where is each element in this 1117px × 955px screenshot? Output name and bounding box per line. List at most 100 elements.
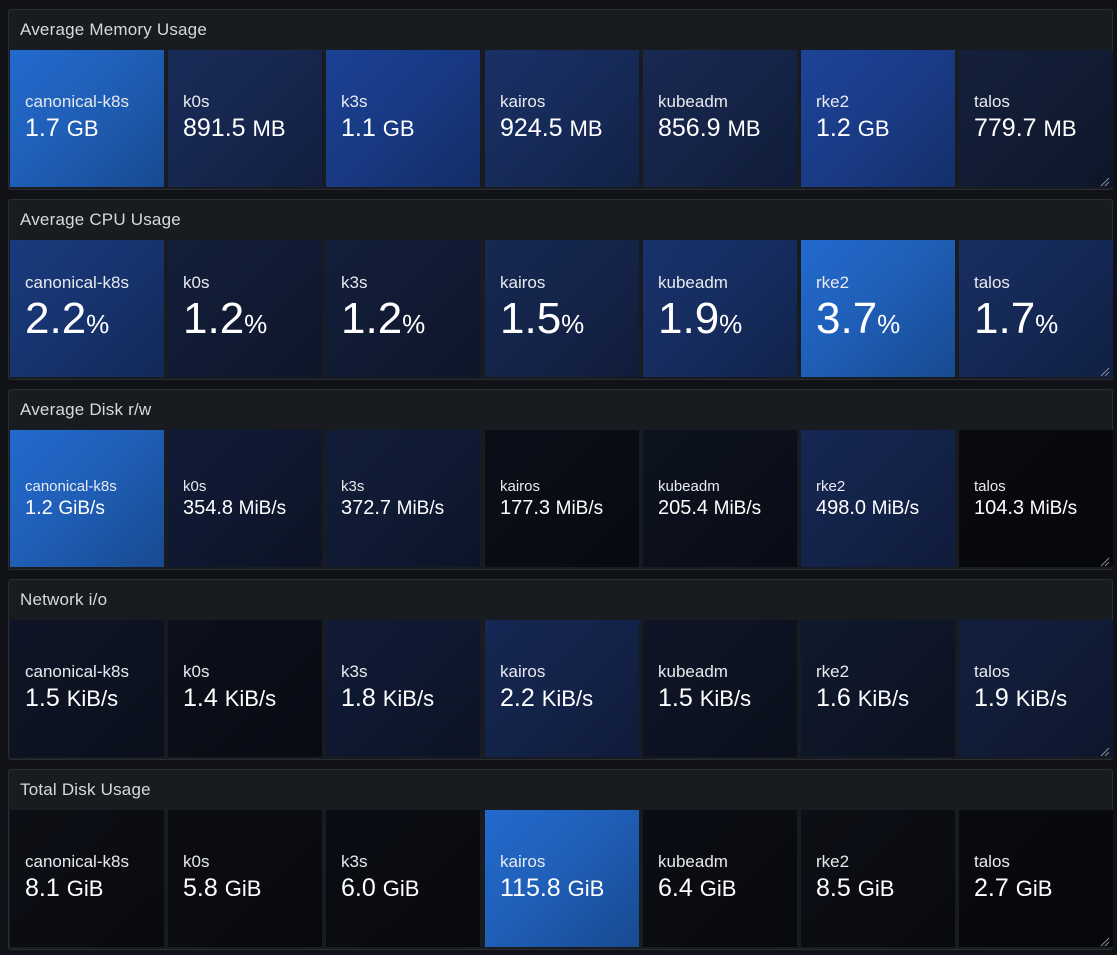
stat-tile-name: k0s bbox=[183, 273, 210, 292]
stat-tile-talos[interactable]: talos 1.9 KiB/s bbox=[959, 620, 1113, 757]
stat-tile-canonical-k8s[interactable]: canonical-k8s 1.2 GiB/s bbox=[10, 430, 164, 567]
stat-tile-k3s[interactable]: k3s 1.8 KiB/s bbox=[326, 620, 480, 757]
stat-tile-kairos[interactable]: kairos 115.8 GiB bbox=[485, 810, 639, 947]
stat-value-unit: MB bbox=[727, 116, 761, 141]
stat-tile-value: 205.4 MiB/s bbox=[658, 497, 761, 520]
stat-tile-canonical-k8s[interactable]: canonical-k8s 1.5 KiB/s bbox=[10, 620, 164, 757]
stat-tile-k3s[interactable]: k3s 1.1 GB bbox=[326, 50, 480, 187]
stat-tile-rke2[interactable]: rke2 8.5 GiB bbox=[801, 810, 955, 947]
panel-total-disk-usage[interactable]: Total Disk Usage canonical-k8s 8.1 GiB k0s 5… bbox=[8, 769, 1113, 950]
stat-tile-value: 354.8 MiB/s bbox=[183, 497, 286, 520]
stat-tile-name: talos bbox=[974, 478, 1006, 495]
stat-value-separator bbox=[693, 874, 700, 902]
stat-tile-name: rke2 bbox=[816, 478, 846, 495]
stat-tile-k0s[interactable]: k0s 5.8 GiB bbox=[168, 810, 322, 947]
stat-value-number: 205.4 bbox=[658, 497, 709, 519]
resize-handle-icon[interactable] bbox=[1100, 367, 1110, 377]
stat-value-number: 104.3 bbox=[974, 497, 1025, 519]
stat-value-separator bbox=[376, 684, 383, 712]
stat-tile-k0s[interactable]: k0s 1.4 KiB/s bbox=[168, 620, 322, 757]
stat-tile-value: 1.1 GB bbox=[341, 114, 415, 143]
stat-tile-k0s[interactable]: k0s 1.2% bbox=[168, 240, 322, 377]
stat-tile-kairos[interactable]: kairos 924.5 MB bbox=[485, 50, 639, 187]
stat-tile-kubeadm[interactable]: kubeadm 205.4 MiB/s bbox=[643, 430, 797, 567]
stat-tile-kubeadm[interactable]: kubeadm 856.9 MB bbox=[643, 50, 797, 187]
stat-tile-name: kairos bbox=[500, 662, 546, 681]
stat-tile-value: 1.7 GB bbox=[25, 114, 99, 143]
stat-tile-rke2[interactable]: rke2 3.7% bbox=[801, 240, 955, 377]
stat-value-number: 1.5 bbox=[500, 294, 562, 343]
stat-tile-kairos[interactable]: kairos 177.3 MiB/s bbox=[485, 430, 639, 567]
stat-tile-name: k3s bbox=[341, 662, 368, 681]
stat-value-separator bbox=[376, 114, 383, 142]
stat-tile-kairos[interactable]: kairos 2.2 KiB/s bbox=[485, 620, 639, 757]
stat-value-number: 1.4 bbox=[183, 684, 218, 712]
stat-tile-k3s[interactable]: k3s 372.7 MiB/s bbox=[326, 430, 480, 567]
panel-title[interactable]: Network i/o bbox=[20, 590, 108, 609]
stat-tile-kubeadm[interactable]: kubeadm 6.4 GiB bbox=[643, 810, 797, 947]
resize-handle-icon[interactable] bbox=[1100, 557, 1110, 567]
stat-value-number: 1.8 bbox=[341, 684, 376, 712]
stat-value-number: 2.7 bbox=[974, 874, 1009, 902]
stat-tile-rke2[interactable]: rke2 1.2 GB bbox=[801, 50, 955, 187]
stat-tile-value: 115.8 GiB bbox=[500, 874, 604, 903]
stat-tile-talos[interactable]: talos 104.3 MiB/s bbox=[959, 430, 1113, 567]
stat-tile-rke2[interactable]: rke2 498.0 MiB/s bbox=[801, 430, 955, 567]
stat-value-number: 498.0 bbox=[816, 497, 867, 519]
stat-tile-value: 8.1 GiB bbox=[25, 874, 103, 903]
stat-value-separator bbox=[1037, 114, 1044, 142]
stat-tile-canonical-k8s[interactable]: canonical-k8s 2.2% bbox=[10, 240, 164, 377]
stat-value-number: 1.2 bbox=[183, 294, 245, 343]
stat-tile-name: kairos bbox=[500, 92, 546, 111]
panel-network-i-o[interactable]: Network i/o canonical-k8s 1.5 KiB/s k0s 1.4 … bbox=[8, 579, 1113, 760]
stat-value-unit: MiB/s bbox=[713, 498, 762, 519]
stat-tile-rke2[interactable]: rke2 1.6 KiB/s bbox=[801, 620, 955, 757]
stat-tile-kubeadm[interactable]: kubeadm 1.9% bbox=[643, 240, 797, 377]
stat-tile-name: kairos bbox=[500, 478, 541, 495]
stat-value-unit: MiB/s bbox=[1029, 498, 1078, 519]
stat-value-unit: GiB bbox=[567, 876, 605, 901]
stat-value-unit: MiB/s bbox=[555, 498, 604, 519]
stat-tile-kairos[interactable]: kairos 1.5% bbox=[485, 240, 639, 377]
stat-value-number: 1.9 bbox=[974, 684, 1009, 712]
stat-tiles: canonical-k8s 1.5 KiB/s k0s 1.4 KiB/s k3s 1.8… bbox=[10, 620, 1113, 757]
stat-tile-talos[interactable]: talos 1.7% bbox=[959, 240, 1113, 377]
resize-handle-icon[interactable] bbox=[1100, 937, 1110, 947]
stat-value-number: 1.5 bbox=[658, 684, 693, 712]
panel-average-disk-r-w[interactable]: Average Disk r/w canonical-k8s 1.2 GiB/s k0… bbox=[8, 389, 1113, 570]
stat-tile-value: 1.8 KiB/s bbox=[341, 684, 434, 713]
stat-tiles: canonical-k8s 1.2 GiB/s k0s 354.8 MiB/s k3s 3… bbox=[10, 430, 1113, 567]
stat-value-unit: % bbox=[86, 309, 110, 339]
stat-value-number: 1.2 bbox=[816, 114, 851, 142]
stat-value-number: 1.7 bbox=[25, 114, 60, 142]
stat-tile-talos[interactable]: talos 779.7 MB bbox=[959, 50, 1113, 187]
stat-tile-value: 1.5 KiB/s bbox=[658, 684, 751, 713]
stat-value-number: 891.5 bbox=[183, 114, 246, 142]
stat-value-separator bbox=[60, 874, 67, 902]
stat-tile-k3s[interactable]: k3s 1.2% bbox=[326, 240, 480, 377]
panel-title[interactable]: Average Disk r/w bbox=[20, 400, 152, 419]
stat-value-separator bbox=[851, 874, 858, 902]
stat-tile-k0s[interactable]: k0s 354.8 MiB/s bbox=[168, 430, 322, 567]
stat-value-unit: GiB bbox=[857, 876, 895, 901]
stat-value-separator bbox=[693, 684, 700, 712]
stat-tile-talos[interactable]: talos 2.7 GiB bbox=[959, 810, 1113, 947]
stat-tile-k3s[interactable]: k3s 6.0 GiB bbox=[326, 810, 480, 947]
panel-title[interactable]: Total Disk Usage bbox=[20, 780, 151, 799]
stat-tile-k0s[interactable]: k0s 891.5 MB bbox=[168, 50, 322, 187]
panel-average-cpu-usage[interactable]: Average CPU Usage canonical-k8s 2.2% k0s 1.2… bbox=[8, 199, 1113, 380]
panel-title[interactable]: Average Memory Usage bbox=[20, 20, 207, 39]
stat-tile-canonical-k8s[interactable]: canonical-k8s 8.1 GiB bbox=[10, 810, 164, 947]
stat-value-unit: KiB/s bbox=[1015, 686, 1068, 711]
panel-average-memory-usage[interactable]: Average Memory Usage canonical-k8s 1.7 GB k… bbox=[8, 9, 1113, 190]
resize-handle-icon[interactable] bbox=[1100, 177, 1110, 187]
panel-title[interactable]: Average CPU Usage bbox=[20, 210, 181, 229]
stat-tile-value: 1.6 KiB/s bbox=[816, 684, 909, 713]
stat-tile-canonical-k8s[interactable]: canonical-k8s 1.7 GB bbox=[10, 50, 164, 187]
stat-tile-name: k3s bbox=[341, 852, 368, 871]
stat-tile-kubeadm[interactable]: kubeadm 1.5 KiB/s bbox=[643, 620, 797, 757]
stat-value-separator bbox=[535, 684, 542, 712]
resize-handle-icon[interactable] bbox=[1100, 747, 1110, 757]
stat-value-number: 5.8 bbox=[183, 874, 218, 902]
